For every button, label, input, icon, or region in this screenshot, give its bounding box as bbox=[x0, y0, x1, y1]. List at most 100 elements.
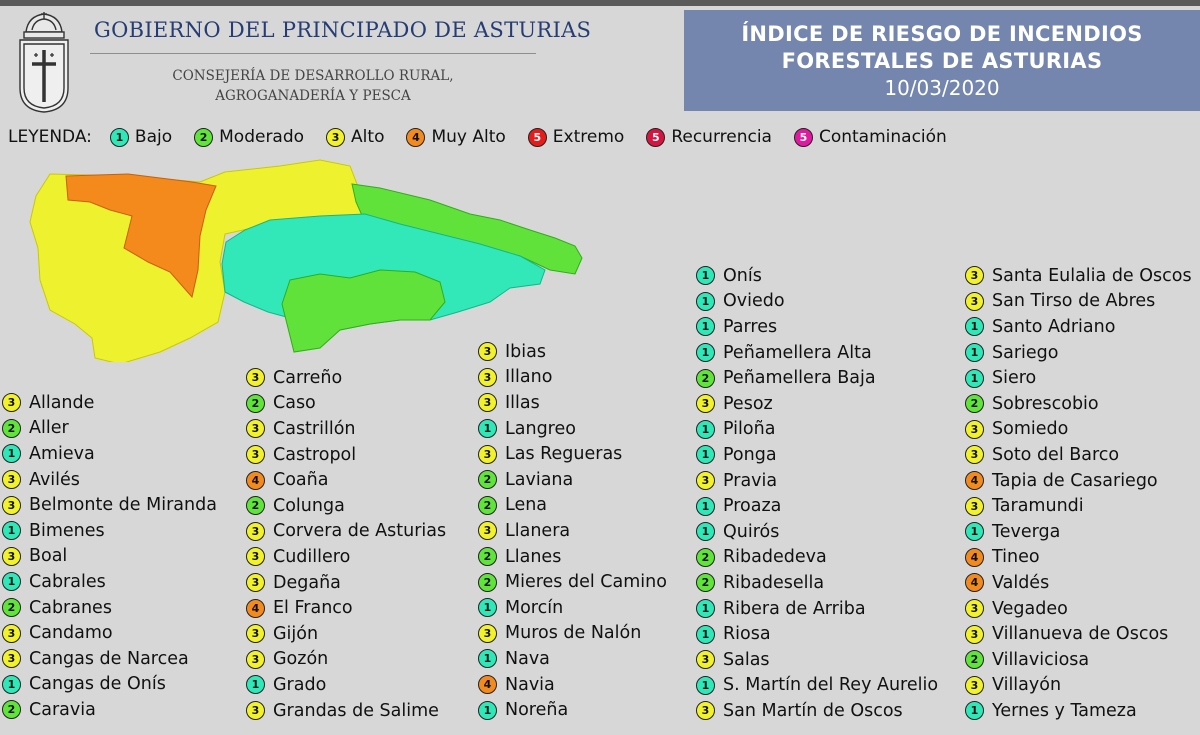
municipality-row: 3 Castrillón bbox=[246, 416, 446, 442]
municipality-name: Cabrales bbox=[29, 571, 106, 592]
legend-badge: 5 bbox=[793, 127, 813, 147]
consejeria-name: CONSEJERÍA DE DESARROLLO RURAL, AGROGANA… bbox=[90, 66, 536, 106]
municipality-name: Salas bbox=[723, 649, 770, 670]
risk-level-badge: 4 bbox=[478, 675, 497, 695]
municipality-name: Colunga bbox=[273, 495, 345, 516]
municipality-row: 1 Bimenes bbox=[2, 518, 217, 544]
municipality-row: 2 Caravia bbox=[2, 697, 217, 723]
municipality-name: Vegadeo bbox=[992, 598, 1068, 619]
municipality-name: Allande bbox=[29, 392, 95, 413]
risk-level-badge: 2 bbox=[2, 418, 21, 438]
risk-level-badge: 3 bbox=[696, 471, 715, 491]
legend-badge: 4 bbox=[406, 127, 426, 147]
legend-label: Muy Alto bbox=[431, 127, 506, 147]
municipality-row: 1 Cabrales bbox=[2, 569, 217, 595]
risk-level-badge: 2 bbox=[478, 572, 497, 592]
municipality-row: 3 Soto del Barco bbox=[965, 442, 1192, 468]
legend: LEYENDA: 1 Bajo 2 Moderado 3 Alto 4 Muy … bbox=[8, 126, 969, 148]
municipality-row: 1 Grado bbox=[246, 672, 446, 698]
risk-level-badge: 3 bbox=[965, 445, 984, 465]
municipality-row: 3 San Martín de Oscos bbox=[696, 698, 938, 724]
municipality-row: 1 Cangas de Onís bbox=[2, 672, 217, 698]
municipality-row: 1 Teverga bbox=[965, 519, 1192, 545]
municipality-column-1: 3 Allande 2 Aller 1 Amieva 3 Avilés 3 Belmonte de… bbox=[2, 390, 217, 723]
municipality-name: Proaza bbox=[723, 496, 782, 517]
report-title-line-1: ÍNDICE DE RIESGO DE INCENDIOS bbox=[741, 22, 1143, 46]
legend-badge: 3 bbox=[326, 127, 346, 147]
municipality-row: 3 Grandas de Salime bbox=[246, 698, 446, 724]
risk-level-badge: 3 bbox=[478, 393, 497, 413]
report-title-line-2: FORESTALES DE ASTURIAS bbox=[781, 49, 1103, 73]
municipality-name: Boal bbox=[29, 546, 68, 567]
risk-level-badge: 3 bbox=[965, 419, 984, 439]
municipality-name: Gijón bbox=[273, 623, 319, 644]
municipality-row: 4 Coaña bbox=[246, 467, 446, 493]
risk-level-badge: 3 bbox=[965, 291, 984, 311]
legend-badge: 5 bbox=[527, 127, 547, 147]
municipality-row: 3 Ibias bbox=[478, 339, 667, 365]
municipality-row: 1 Oviedo bbox=[696, 289, 938, 315]
municipality-name: Castrillón bbox=[273, 418, 356, 439]
municipality-row: 1 S. Martín del Rey Aurelio bbox=[696, 673, 938, 699]
municipality-row: 3 Illano bbox=[478, 365, 667, 391]
municipality-row: 2 Llanes bbox=[478, 544, 667, 570]
municipality-row: 3 Somiedo bbox=[965, 417, 1192, 443]
municipality-row: 3 Avilés bbox=[2, 467, 217, 493]
municipality-name: Noreña bbox=[505, 700, 569, 721]
municipality-row: 3 Candamo bbox=[2, 620, 217, 646]
government-title: GOBIERNO DEL PRINCIPADO DE ASTURIAS bbox=[94, 18, 592, 42]
municipality-name: San Tirso de Abres bbox=[992, 291, 1156, 312]
municipality-name: Pravia bbox=[723, 470, 778, 491]
municipality-name: San Martín de Oscos bbox=[723, 700, 903, 721]
municipality-name: Ibias bbox=[505, 341, 546, 362]
municipality-name: Santa Eulalia de Oscos bbox=[992, 265, 1192, 286]
municipality-name: Villayón bbox=[992, 675, 1062, 696]
risk-level-badge: 3 bbox=[246, 445, 265, 465]
municipality-name: Yernes y Tameza bbox=[992, 700, 1137, 721]
risk-level-badge: 1 bbox=[2, 674, 21, 694]
municipality-row: 1 Ribera de Arriba bbox=[696, 596, 938, 622]
municipality-row: 2 Colunga bbox=[246, 493, 446, 519]
municipality-row: 3 Vegadeo bbox=[965, 596, 1192, 622]
municipality-name: Cudillero bbox=[273, 546, 351, 567]
risk-level-badge: 3 bbox=[478, 444, 497, 464]
legend-item-alto: 3 Alto bbox=[326, 127, 384, 147]
risk-level-badge: 2 bbox=[696, 547, 715, 567]
municipality-row: 1 Yernes y Tameza bbox=[965, 698, 1192, 724]
municipality-name: Langreo bbox=[505, 418, 576, 439]
risk-level-badge: 1 bbox=[696, 343, 715, 363]
risk-level-badge: 1 bbox=[965, 701, 984, 721]
map-region-muy-alto bbox=[65, 173, 217, 299]
municipality-name: Aller bbox=[29, 418, 69, 439]
municipality-row: 1 Onís bbox=[696, 263, 938, 289]
municipality-row: 3 Las Regueras bbox=[478, 441, 667, 467]
legend-badge: 5 bbox=[646, 127, 666, 147]
municipality-name: Cangas de Onís bbox=[29, 674, 166, 695]
risk-level-badge: 2 bbox=[478, 470, 497, 490]
risk-level-badge: 1 bbox=[246, 675, 265, 695]
risk-level-badge: 4 bbox=[965, 573, 984, 593]
legend-lead: LEYENDA: bbox=[8, 127, 92, 147]
municipality-name: Corvera de Asturias bbox=[273, 521, 447, 542]
municipality-name: Castropol bbox=[273, 444, 357, 465]
municipality-row: 2 Laviana bbox=[478, 467, 667, 493]
report-date: 10/03/2020 bbox=[884, 76, 1000, 100]
header-divider bbox=[90, 53, 536, 54]
municipality-column-2: 3 Carreño 2 Caso 3 Castrillón 3 Castropol 4 Coaña… bbox=[246, 365, 446, 723]
legend-label: Bajo bbox=[134, 127, 173, 147]
municipality-row: 4 Valdés bbox=[965, 570, 1192, 596]
legend-item-moderado: 2 Moderado bbox=[194, 127, 304, 147]
municipality-name: Muros de Nalón bbox=[505, 623, 642, 644]
risk-level-badge: 1 bbox=[696, 445, 715, 465]
municipality-name: Taramundi bbox=[992, 496, 1084, 517]
municipality-row: 2 Peñamellera Baja bbox=[696, 365, 938, 391]
consejeria-line-2: AGROGANADERÍA Y PESCA bbox=[215, 88, 411, 104]
risk-level-badge: 3 bbox=[246, 547, 265, 567]
municipality-row: 2 Aller bbox=[2, 416, 217, 442]
risk-level-badge: 1 bbox=[696, 522, 715, 542]
municipality-row: 1 Ponga bbox=[696, 442, 938, 468]
risk-level-badge: 3 bbox=[478, 623, 497, 643]
municipality-name: Siero bbox=[992, 368, 1037, 389]
municipality-row: 2 Lena bbox=[478, 493, 667, 519]
risk-level-badge: 2 bbox=[246, 496, 265, 516]
